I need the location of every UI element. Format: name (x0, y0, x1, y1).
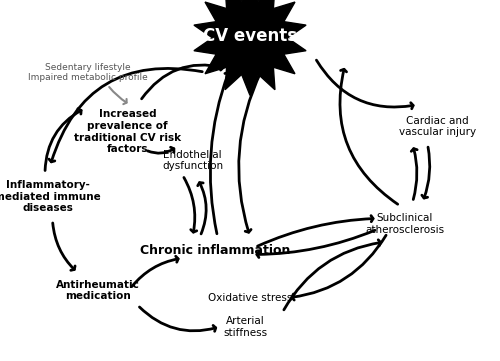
Text: CV events: CV events (203, 27, 297, 45)
Text: Arterial
stiffness: Arterial stiffness (223, 316, 267, 338)
Text: Endothelial
dysfunction: Endothelial dysfunction (162, 150, 223, 171)
Text: Antirheumatic
medication: Antirheumatic medication (56, 280, 140, 301)
Text: Chronic inflammation: Chronic inflammation (140, 244, 290, 257)
Text: Subclinical
atherosclerosis: Subclinical atherosclerosis (366, 213, 444, 235)
Text: Inflammatory-
mediated immune
diseases: Inflammatory- mediated immune diseases (0, 180, 101, 213)
Polygon shape (194, 0, 306, 95)
Text: Oxidative stress: Oxidative stress (208, 293, 292, 303)
Text: Increased
prevalence of
traditional CV risk
factors: Increased prevalence of traditional CV r… (74, 109, 181, 154)
Text: Sedentary lifestyle
Impaired metabolic profile: Sedentary lifestyle Impaired metabolic p… (28, 62, 148, 82)
Text: Cardiac and
vascular injury: Cardiac and vascular injury (399, 116, 476, 137)
